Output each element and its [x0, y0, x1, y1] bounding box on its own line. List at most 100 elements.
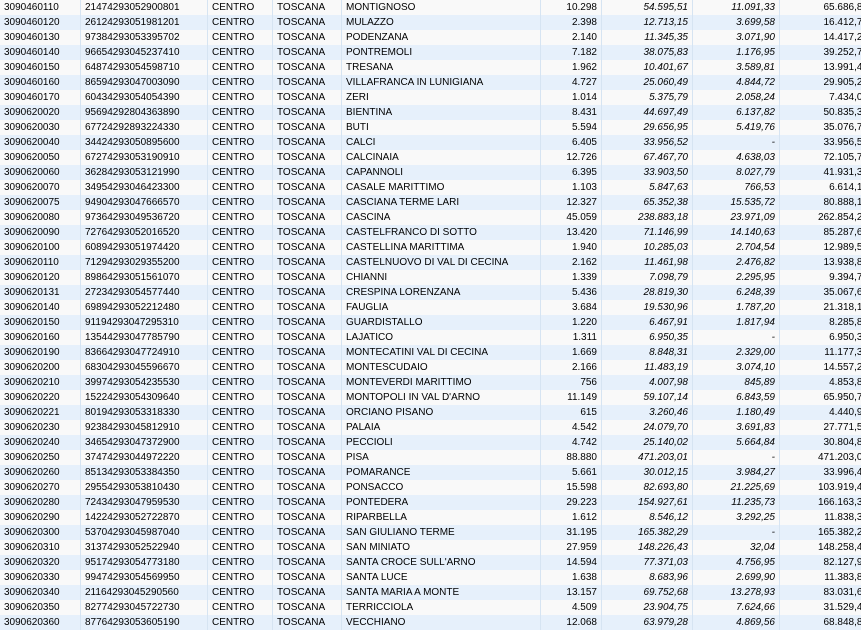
cell-c7: 2.699,90 [693, 570, 780, 585]
cell-c1: 68304293045596670 [81, 360, 208, 375]
cell-c8: 471.203,01 [780, 450, 861, 465]
cell-c7: 6.137,82 [693, 105, 780, 120]
cell-c6: 12.713,15 [602, 15, 693, 30]
cell-c1: 95174293054773180 [81, 555, 208, 570]
cell-c3: TOSCANA [273, 465, 342, 480]
cell-c0: 3090620260 [0, 465, 81, 480]
cell-c4: CASCINA [342, 210, 541, 225]
cell-c3: TOSCANA [273, 15, 342, 30]
cell-c6: 11.461,98 [602, 255, 693, 270]
table-row: 309062036087764293053605190CENTROTOSCANA… [0, 615, 861, 630]
cell-c4: CRESPINA LORENZANA [342, 285, 541, 300]
cell-c8: 12.989,58 [780, 240, 861, 255]
cell-c1: 92384293045812910 [81, 420, 208, 435]
cell-c7: - [693, 330, 780, 345]
cell-c6: 11.345,35 [602, 30, 693, 45]
cell-c2: CENTRO [208, 600, 273, 615]
cell-c4: MONTOPOLI IN VAL D'ARNO [342, 390, 541, 405]
cell-c1: 94904293047666570 [81, 195, 208, 210]
table-row: 309062034021164293045290560CENTROTOSCANA… [0, 585, 861, 600]
cell-c7: 4.844,72 [693, 75, 780, 90]
cell-c1: 21474293052900801 [81, 0, 208, 15]
table-row: 309062021039974293054235530CENTROTOSCANA… [0, 375, 861, 390]
cell-c6: 19.530,96 [602, 300, 693, 315]
cell-c0: 3090620150 [0, 315, 81, 330]
cell-c4: MULAZZO [342, 15, 541, 30]
cell-c2: CENTRO [208, 105, 273, 120]
cell-c1: 36284293053121990 [81, 165, 208, 180]
cell-c6: 28.819,30 [602, 285, 693, 300]
cell-c0: 3090620250 [0, 450, 81, 465]
cell-c8: 68.848,83 [780, 615, 861, 630]
table-row: 309062007594904293047666570CENTROTOSCANA… [0, 195, 861, 210]
cell-c0: 3090620360 [0, 615, 81, 630]
cell-c8: 39.252,78 [780, 45, 861, 60]
data-table: 309046011021474293052900801CENTROTOSCANA… [0, 0, 861, 630]
cell-c2: CENTRO [208, 45, 273, 60]
cell-c4: CASALE MARITTIMO [342, 180, 541, 195]
table-row: 309062022180194293053318330CENTROTOSCANA… [0, 405, 861, 420]
cell-c7: 3.984,27 [693, 465, 780, 480]
cell-c2: CENTRO [208, 420, 273, 435]
cell-c6: 148.226,43 [602, 540, 693, 555]
cell-c5: 11.149 [541, 390, 602, 405]
cell-c1: 97364293049536720 [81, 210, 208, 225]
cell-c5: 1.220 [541, 315, 602, 330]
cell-c2: CENTRO [208, 450, 273, 465]
cell-c8: 4.440,95 [780, 405, 861, 420]
cell-c3: TOSCANA [273, 420, 342, 435]
cell-c1: 99474293054569950 [81, 570, 208, 585]
cell-c5: 1.962 [541, 60, 602, 75]
cell-c1: 67724292893224330 [81, 120, 208, 135]
cell-c4: RIPARBELLA [342, 510, 541, 525]
cell-c0: 3090620270 [0, 480, 81, 495]
cell-c7: 1.787,20 [693, 300, 780, 315]
cell-c2: CENTRO [208, 270, 273, 285]
cell-c5: 8.431 [541, 105, 602, 120]
cell-c2: CENTRO [208, 285, 273, 300]
cell-c6: 44.697,49 [602, 105, 693, 120]
cell-c0: 3090460170 [0, 90, 81, 105]
cell-c4: SAN MINIATO [342, 540, 541, 555]
cell-c1: 27234293054577440 [81, 285, 208, 300]
cell-c6: 165.382,29 [602, 525, 693, 540]
cell-c8: 27.771,54 [780, 420, 861, 435]
cell-c4: PODENZANA [342, 30, 541, 45]
cell-c3: TOSCANA [273, 285, 342, 300]
cell-c6: 33.903,50 [602, 165, 693, 180]
table-row: 309062011071294293029355200CENTROTOSCANA… [0, 255, 861, 270]
table-row: 309062022015224293054309640CENTROTOSCANA… [0, 390, 861, 405]
cell-c7: 3.071,90 [693, 30, 780, 45]
cell-c6: 25.060,49 [602, 75, 693, 90]
cell-c3: TOSCANA [273, 495, 342, 510]
table-row: 309062029014224293052722870CENTROTOSCANA… [0, 510, 861, 525]
cell-c5: 5.436 [541, 285, 602, 300]
table-row: 309062020068304293045596670CENTROTOSCANA… [0, 360, 861, 375]
cell-c1: 14224293052722870 [81, 510, 208, 525]
cell-c0: 3090620030 [0, 120, 81, 135]
cell-c2: CENTRO [208, 555, 273, 570]
cell-c3: TOSCANA [273, 315, 342, 330]
cell-c3: TOSCANA [273, 210, 342, 225]
cell-c4: CASTELNUOVO DI VAL DI CECINA [342, 255, 541, 270]
cell-c3: TOSCANA [273, 450, 342, 465]
cell-c4: SANTA CROCE SULL'ARNO [342, 555, 541, 570]
cell-c2: CENTRO [208, 375, 273, 390]
cell-c6: 77.371,03 [602, 555, 693, 570]
cell-c5: 4.727 [541, 75, 602, 90]
cell-c8: 8.285,85 [780, 315, 861, 330]
cell-c3: TOSCANA [273, 435, 342, 450]
cell-c8: 29.905,21 [780, 75, 861, 90]
table-row: 309062024034654293047372900CENTROTOSCANA… [0, 435, 861, 450]
cell-c1: 89864293051561070 [81, 270, 208, 285]
cell-c8: 33.956,52 [780, 135, 861, 150]
cell-c2: CENTRO [208, 615, 273, 630]
cell-c8: 11.383,86 [780, 570, 861, 585]
cell-c5: 88.880 [541, 450, 602, 465]
cell-c4: BIENTINA [342, 105, 541, 120]
cell-c2: CENTRO [208, 120, 273, 135]
cell-c5: 1.638 [541, 570, 602, 585]
cell-c7: 32,04 [693, 540, 780, 555]
cell-c7: 2.704,54 [693, 240, 780, 255]
cell-c0: 3090620340 [0, 585, 81, 600]
